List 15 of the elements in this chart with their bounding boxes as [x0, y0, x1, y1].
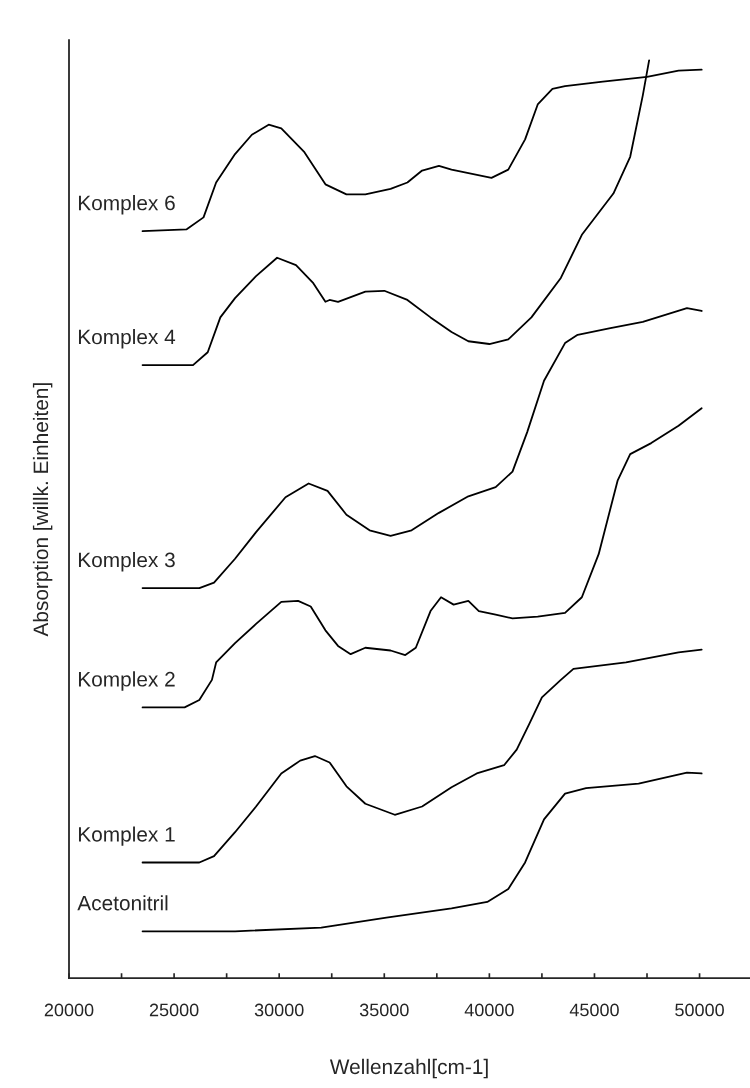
- series-label: Komplex 2: [79, 671, 175, 691]
- x-axis-title: Wellenzahl[cm-1]: [329, 1058, 488, 1079]
- series-label: Komplex 1: [79, 826, 175, 846]
- x-tick-label: 20000: [44, 1003, 94, 1017]
- x-tick-label: 25000: [149, 1003, 199, 1017]
- y-axis-title: Absorption [willk. Einheiten]: [32, 383, 53, 637]
- x-tick-label: 30000: [254, 1003, 304, 1017]
- series-label: Komplex 6: [79, 195, 175, 215]
- x-tick-label: 40000: [464, 1003, 514, 1017]
- series-label: Acetonitril: [77, 895, 168, 911]
- x-tick-label: 45000: [569, 1003, 619, 1017]
- series-label: Komplex 3: [79, 552, 175, 572]
- x-tick-label: 50000: [675, 1003, 724, 1017]
- series-label: Komplex 4: [79, 329, 176, 349]
- x-tick-label: 35000: [359, 1003, 409, 1017]
